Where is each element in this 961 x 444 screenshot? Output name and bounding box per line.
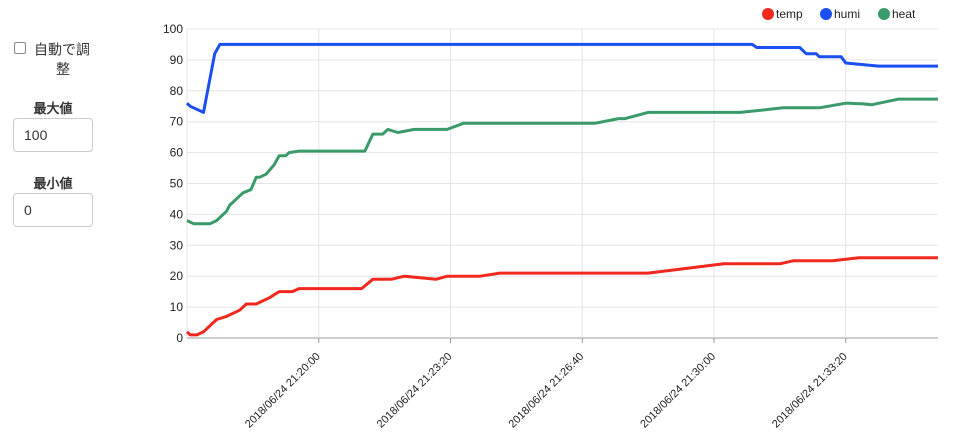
auto-adjust-label: 自動で調: [34, 41, 90, 58]
y-tick-label: 60: [170, 146, 184, 160]
legend-label-humi: humi: [834, 7, 861, 21]
y-tick-label: 100: [163, 22, 183, 36]
x-tick-label: 2018/06/24 21:30:00: [638, 351, 718, 431]
range-settings-panel: 自動で調 整 最大値 100 最小値 0: [0, 0, 120, 444]
legend-swatch-humi: [820, 7, 832, 20]
x-tick-label: 2018/06/24 21:26:40: [507, 351, 587, 431]
y-tick-label: 80: [170, 84, 184, 98]
y-tick-label: 10: [170, 300, 184, 314]
legend-item-temp[interactable]: temp: [762, 7, 803, 21]
x-tick-label: 2018/06/24 21:33:20: [770, 351, 850, 431]
y-tick-label: 30: [170, 238, 184, 252]
legend-item-humi[interactable]: humi: [820, 7, 860, 21]
x-tick-label: 2018/06/24 21:23:20: [375, 351, 455, 431]
legend-swatch-temp: [762, 7, 774, 20]
y-tick-label: 90: [170, 53, 184, 67]
y-tick-label: 0: [176, 331, 183, 345]
y-tick-label: 50: [170, 177, 184, 191]
auto-adjust-label-cont: 整: [56, 61, 70, 78]
legend-label-temp: temp: [776, 7, 803, 21]
auto-adjust-checkbox[interactable]: [14, 42, 26, 55]
series-line-temp: [185, 256, 938, 337]
max-value-input[interactable]: 100: [13, 118, 93, 152]
min-value-label: 最小値: [33, 176, 73, 191]
y-tick-label: 20: [170, 269, 184, 283]
legend-item-heat[interactable]: heat: [878, 7, 915, 21]
y-tick-label: 40: [170, 207, 184, 221]
legend-label-heat: heat: [892, 7, 916, 21]
series-line-heat: [186, 97, 938, 226]
x-tick-label: 2018/06/24 21:20:00: [243, 351, 323, 431]
min-value-input[interactable]: 0: [13, 193, 93, 227]
y-tick-label: 70: [170, 115, 184, 129]
legend-swatch-heat: [878, 7, 890, 20]
auto-adjust-option[interactable]: 自動で調 整: [14, 38, 114, 79]
series-line-humi: [185, 42, 938, 114]
max-value-label: 最大値: [33, 101, 73, 116]
